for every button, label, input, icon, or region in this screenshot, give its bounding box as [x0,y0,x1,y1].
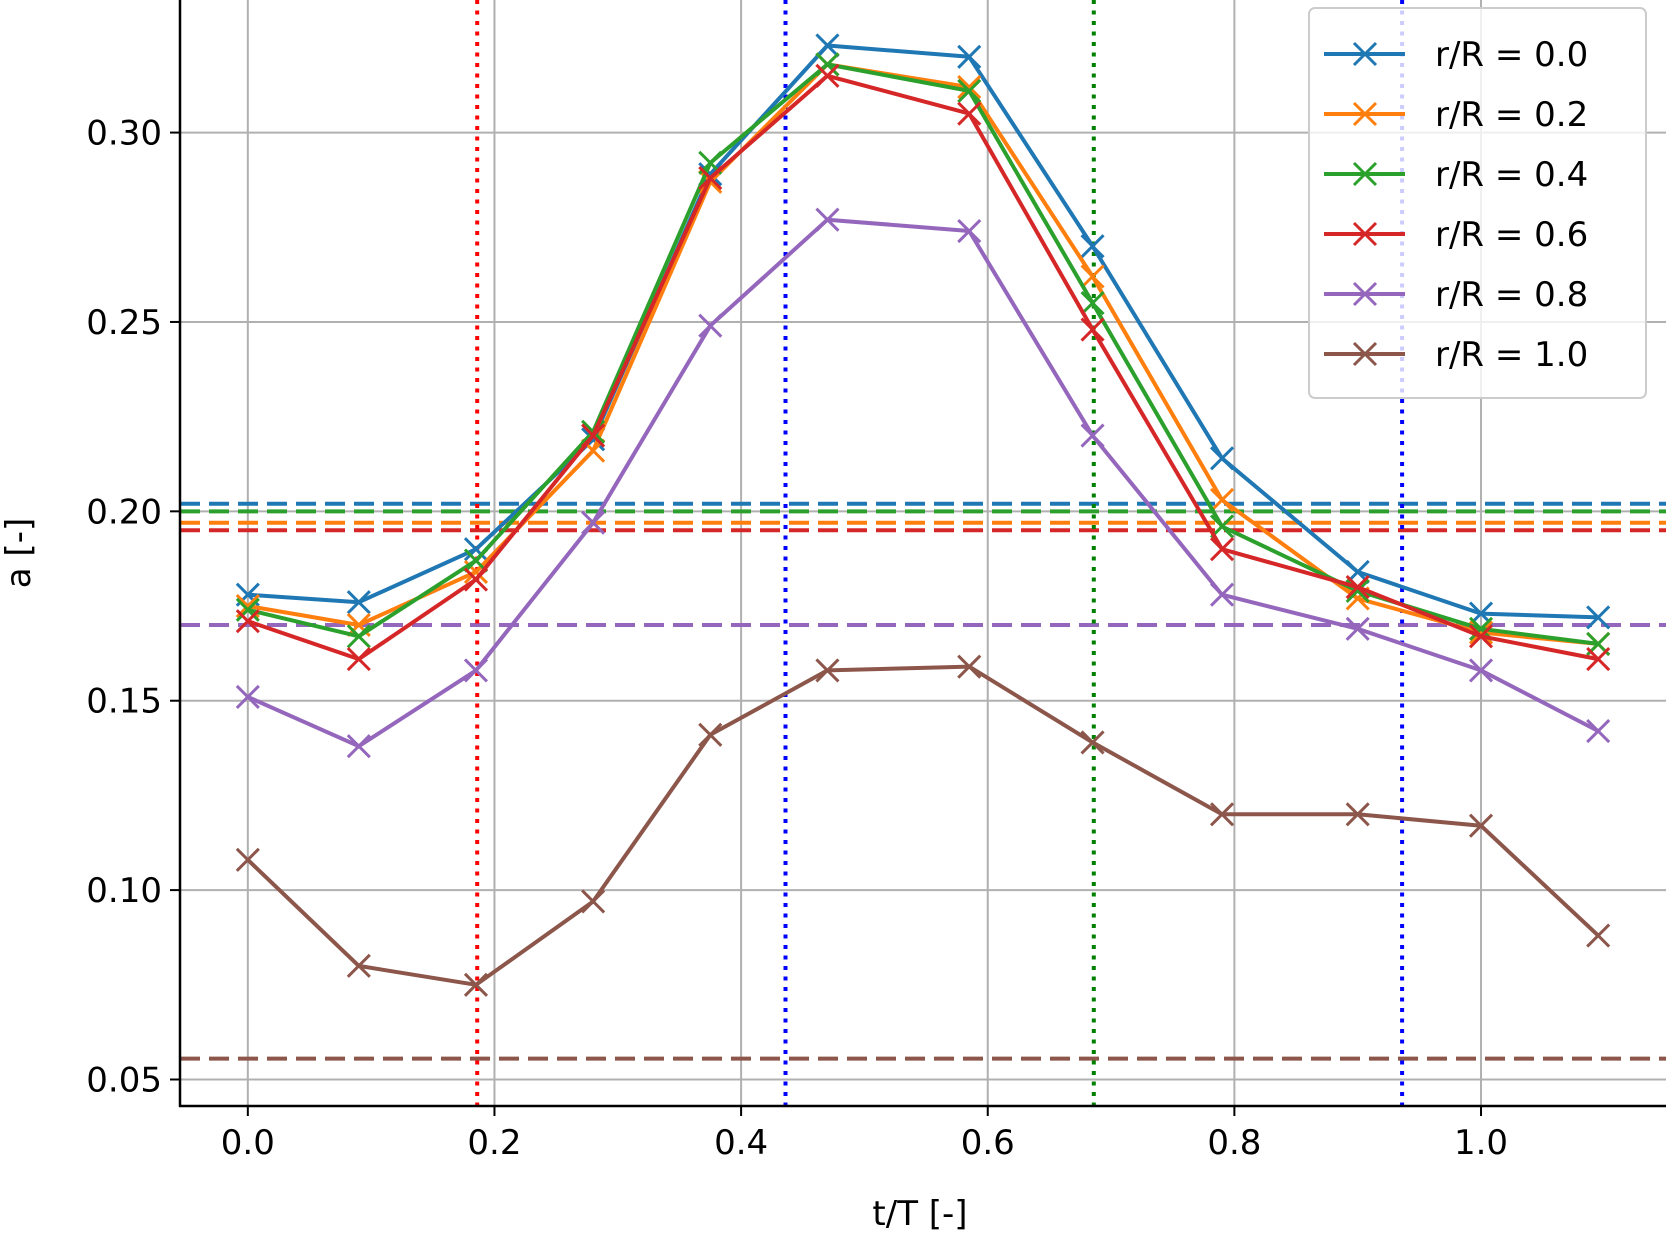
legend-entry: r/R = 0.4 [1324,155,1588,195]
data-point-marker [581,889,606,914]
data-point-marker [1080,290,1105,316]
data-point-marker [346,734,371,759]
data-point-marker [1586,605,1611,630]
x-tick-label: 1.0 [1454,1123,1508,1163]
data-point-marker [1080,317,1105,342]
x-axis-ticks: 0.0 0.2 0.4 0.6 0.8 1.0 [221,1106,1508,1163]
data-point-marker [235,609,260,634]
data-point-marker [1080,423,1105,448]
mean-lines [180,501,1666,1061]
data-point-marker [1345,802,1370,827]
data-point-marker [698,313,723,338]
data-point-marker [581,510,606,535]
legend-entry: r/R = 0.8 [1324,275,1588,315]
data-point-marker [957,44,982,69]
data-point-marker [1468,813,1494,838]
y-tick-label: 0.05 [86,1060,162,1100]
legend-label: r/R = 0.2 [1435,95,1588,135]
legend-label: r/R = 1.0 [1435,335,1588,375]
legend: r/R = 0.0 r/R = 0.2 r/R = 0.4 r/R = 0.6 r/R … [1308,7,1647,399]
data-point-marker [346,590,371,615]
legend-label: r/R = 0.4 [1435,155,1588,195]
data-point-marker [463,658,489,683]
x-tick-label: 0.2 [467,1123,521,1163]
legend-entry: r/R = 0.6 [1324,215,1588,255]
y-tick-label: 0.10 [86,871,162,911]
data-point-marker [815,658,840,683]
axes [178,0,1666,1108]
x-tick-label: 0.6 [961,1123,1015,1163]
data-point-marker [957,101,982,126]
x-tick-label: 0.4 [714,1123,768,1163]
series-5 [235,654,1611,997]
data-point-marker [957,78,982,103]
x-tick-label: 0.8 [1207,1123,1261,1163]
series-3 [235,63,1611,672]
data-point-marker [235,684,260,709]
data-point-marker [815,63,840,88]
data-point-marker [1209,537,1235,562]
data-point-marker [235,847,260,872]
data-point-marker [463,972,489,997]
data-point-marker [1468,658,1494,683]
data-point-marker [957,75,982,100]
data-point-marker [1080,264,1105,289]
y-tick-label: 0.30 [86,114,162,154]
series-4 [235,207,1611,759]
data-point-marker [346,646,371,672]
x-axis-title: t/T [-] [872,1194,967,1234]
legend-marker [1352,221,1378,247]
data-point-marker [463,537,489,562]
series-lines [235,33,1611,997]
y-axis-title: a [-] [0,518,39,588]
data-point-marker [698,165,723,191]
legend-label: r/R = 0.0 [1435,35,1588,75]
data-point-marker [1468,624,1494,649]
legend-marker [1352,101,1378,127]
series-line [246,664,1600,987]
data-point-marker [1345,616,1370,641]
x-tick-label: 0.0 [221,1123,275,1163]
data-point-marker [581,423,606,448]
y-tick-label: 0.15 [86,682,162,722]
data-point-marker [235,597,260,622]
legend-entry: r/R = 1.0 [1324,335,1588,375]
data-point-marker [957,218,982,244]
y-tick-label: 0.25 [86,303,162,343]
data-point-marker [1209,582,1235,607]
data-point-marker [815,33,840,58]
legend-label: r/R = 0.6 [1435,215,1588,255]
y-tick-label: 0.20 [86,492,162,532]
data-point-marker [346,624,371,649]
series-line [247,43,1599,620]
y-axis-ticks: 0.05 0.10 0.15 0.20 0.25 0.30 [86,114,180,1100]
data-point-marker [1209,802,1235,827]
data-point-marker [463,567,489,592]
legend-marker [1352,161,1378,187]
data-point-marker [1209,487,1235,513]
data-point-marker [1586,718,1611,744]
legend-box [1308,7,1647,399]
series-line [247,73,1599,662]
data-point-marker [957,654,982,679]
legend-marker [1352,281,1378,307]
legend-entry: r/R = 0.2 [1324,95,1588,135]
data-point-marker [346,953,371,978]
data-point-marker [1080,730,1105,755]
data-point-marker [1586,646,1611,672]
data-point-marker [698,722,723,747]
data-point-marker [1209,446,1235,471]
legend-marker [1352,341,1378,367]
legend-marker [1352,41,1378,67]
legend-entry: r/R = 0.0 [1324,35,1588,75]
legend-label: r/R = 0.8 [1435,275,1588,315]
data-point-marker [1345,575,1370,600]
data-point-marker [815,52,840,77]
data-point-marker [815,207,840,232]
series-line [246,217,1600,749]
data-point-marker [1080,234,1105,259]
data-point-marker [1586,923,1611,948]
